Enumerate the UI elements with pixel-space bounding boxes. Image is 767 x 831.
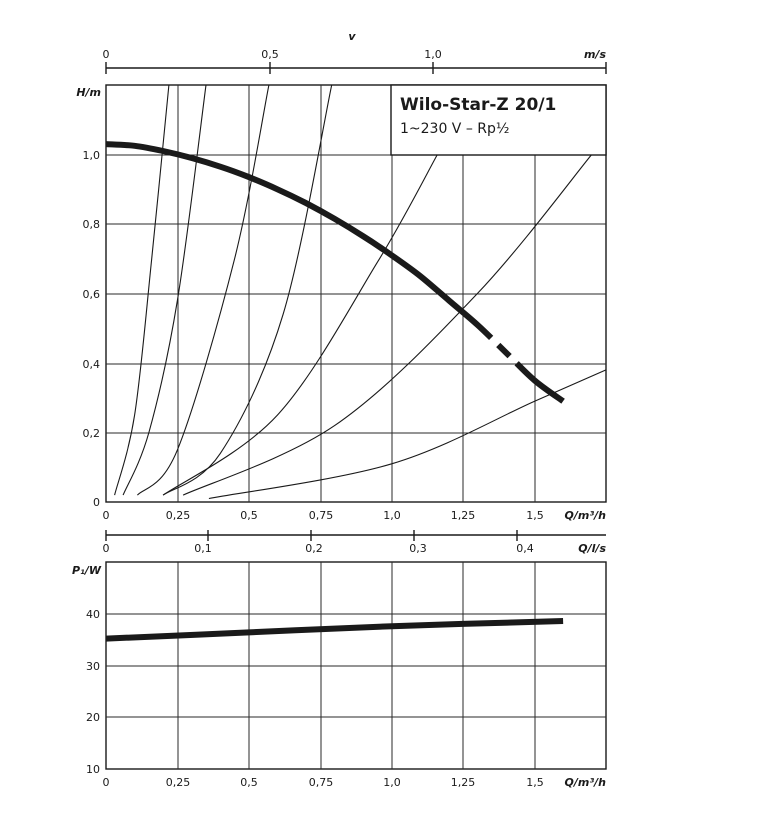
flow-ls-tick-3: 0,3 (409, 542, 427, 555)
power-ytick-0: 10 (86, 763, 100, 776)
head-ytick-0: 0 (93, 496, 100, 509)
power-xtick-1: 0,25 (166, 776, 191, 789)
head-ytick-3: 0,6 (83, 288, 101, 301)
system-curve-4 (162, 84, 333, 496)
power-xtick-0: 0 (103, 776, 110, 789)
flow-ls-unit: Q/l/s (578, 542, 606, 555)
power-xtick-2: 0,5 (240, 776, 258, 789)
velocity-tick-2: 1,0 (424, 48, 442, 61)
head-ytick-5: 1,0 (83, 149, 101, 162)
head-xtick-5: 1,25 (451, 509, 476, 522)
head-ylabel: H/m (76, 86, 101, 99)
system-curve-5 (162, 154, 438, 496)
head-xtick-3: 0,75 (309, 509, 334, 522)
velocity-axis: v 0 0,5 1,0 m/s (103, 30, 607, 74)
head-ytick-2: 0,4 (83, 358, 101, 371)
head-ytick-4: 0,8 (83, 218, 101, 231)
velocity-unit: m/s (584, 48, 606, 61)
flow-ls-tick-1: 0,1 (194, 542, 212, 555)
title-box (390, 84, 607, 156)
head-xtick-6: 1,5 (526, 509, 544, 522)
power-grid (106, 562, 606, 769)
flow-ls-tick-4: 0,4 (516, 542, 534, 555)
power-xtick-4: 1,0 (383, 776, 401, 789)
system-curve-3 (136, 84, 270, 496)
chart-title: Wilo-Star-Z 20/1 (400, 95, 556, 115)
power-ytick-1: 20 (86, 711, 100, 724)
velocity-tick-0: 0 (103, 48, 110, 61)
power-ytick-3: 40 (86, 608, 100, 621)
power-xtick-6: 1,5 (526, 776, 544, 789)
velocity-axis-label: v (348, 30, 356, 43)
head-xtick-0: 0 (103, 509, 110, 522)
head-xtick-1: 0,25 (166, 509, 191, 522)
head-chart: Wilo-Star-Z 20/1 1~230 V – Rp½ H/m 0 0,2… (76, 84, 607, 522)
head-ytick-1: 0,2 (83, 427, 101, 440)
chart-subtitle: 1~230 V – Rp½ (400, 121, 509, 137)
power-curve (105, 618, 564, 642)
flow-ls-tick-0: 0 (103, 542, 110, 555)
power-ytick-2: 30 (86, 660, 100, 673)
system-curve-7 (208, 369, 607, 500)
head-xlabel: Q/m³/h (565, 509, 607, 522)
power-chart: P₁/W 10 20 30 40 0 0,25 0,5 0,75 1,0 1,2… (72, 561, 607, 789)
system-curve-6 (182, 154, 593, 496)
power-xtick-5: 1,25 (451, 776, 476, 789)
flow-ls-tick-2: 0,2 (305, 542, 323, 555)
head-xtick-4: 1,0 (383, 509, 401, 522)
flow-ls-axis: 0 0,1 0,2 0,3 0,4 Q/l/s (103, 530, 606, 555)
head-pump-curve (105, 141, 565, 404)
power-xtick-3: 0,75 (309, 776, 334, 789)
power-xlabel: Q/m³/h (565, 776, 607, 789)
head-xtick-2: 0,5 (240, 509, 258, 522)
velocity-tick-1: 0,5 (261, 48, 279, 61)
power-ylabel: P₁/W (72, 564, 102, 577)
